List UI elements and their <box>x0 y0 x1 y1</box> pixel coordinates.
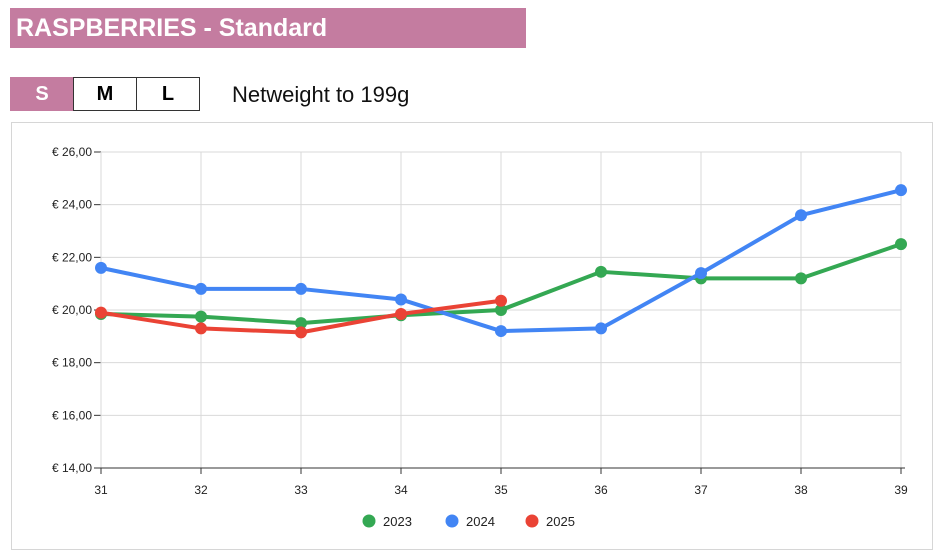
legend-label-2024: 2024 <box>466 514 495 529</box>
x-tick-label: 37 <box>694 483 708 497</box>
y-tick-label: € 24,00 <box>52 198 92 212</box>
x-tick-label: 35 <box>494 483 508 497</box>
chart-container: € 14,00 € 16,00 € 18,00 € 20,00 € 22,00 € 24,… <box>11 122 933 550</box>
y-tick-label: € 26,00 <box>52 145 92 159</box>
data-point-2023 <box>295 317 307 330</box>
data-point-2023 <box>595 265 607 278</box>
x-tick-label: 38 <box>794 483 808 497</box>
y-tick-label: € 16,00 <box>52 408 92 422</box>
size-tabs: S M L <box>10 77 200 111</box>
data-point-2024 <box>495 325 507 338</box>
data-point-2024 <box>395 293 407 306</box>
y-tick-label: € 14,00 <box>52 461 92 475</box>
size-tab-s[interactable]: S <box>10 77 74 111</box>
y-tick-label: € 20,00 <box>52 303 92 317</box>
data-point-2024 <box>295 282 307 295</box>
x-tick-label: 36 <box>594 483 608 497</box>
data-point-2023 <box>895 238 907 251</box>
legend-label-2025: 2025 <box>546 514 575 529</box>
x-tick-label: 34 <box>394 483 408 497</box>
x-tick-label: 39 <box>894 483 908 497</box>
data-point-2024 <box>195 282 207 295</box>
data-point-2024 <box>595 322 607 335</box>
size-tab-m[interactable]: M <box>73 77 137 111</box>
data-point-2024 <box>695 267 707 280</box>
data-point-2023 <box>495 304 507 316</box>
x-tick-label: 31 <box>94 483 108 497</box>
data-point-2024 <box>795 209 807 222</box>
y-tick-label: € 22,00 <box>52 250 92 264</box>
data-point-2025 <box>295 326 307 339</box>
legend-marker-2023 <box>362 514 376 528</box>
page-title: RASPBERRIES - Standard <box>10 8 526 48</box>
weight-label: Netweight to 199g <box>232 82 410 107</box>
data-point-2024 <box>895 184 907 197</box>
data-point-2025 <box>195 322 207 335</box>
size-tab-l[interactable]: L <box>136 77 200 111</box>
x-tick-label: 33 <box>294 483 308 497</box>
data-point-2025 <box>495 294 507 307</box>
data-point-2023 <box>195 310 207 323</box>
data-point-2025 <box>95 306 107 319</box>
legend-marker-2025 <box>525 514 539 528</box>
data-point-2025 <box>395 307 407 320</box>
data-point-2023 <box>795 272 807 285</box>
data-point-2024 <box>95 261 107 274</box>
y-tick-label: € 18,00 <box>52 356 92 370</box>
x-tick-label: 32 <box>194 483 208 497</box>
legend-marker-2024 <box>445 514 459 528</box>
price-line-chart: € 14,00 € 16,00 € 18,00 € 20,00 € 22,00 € 24,… <box>52 145 908 529</box>
legend-label-2023: 2023 <box>383 514 412 529</box>
